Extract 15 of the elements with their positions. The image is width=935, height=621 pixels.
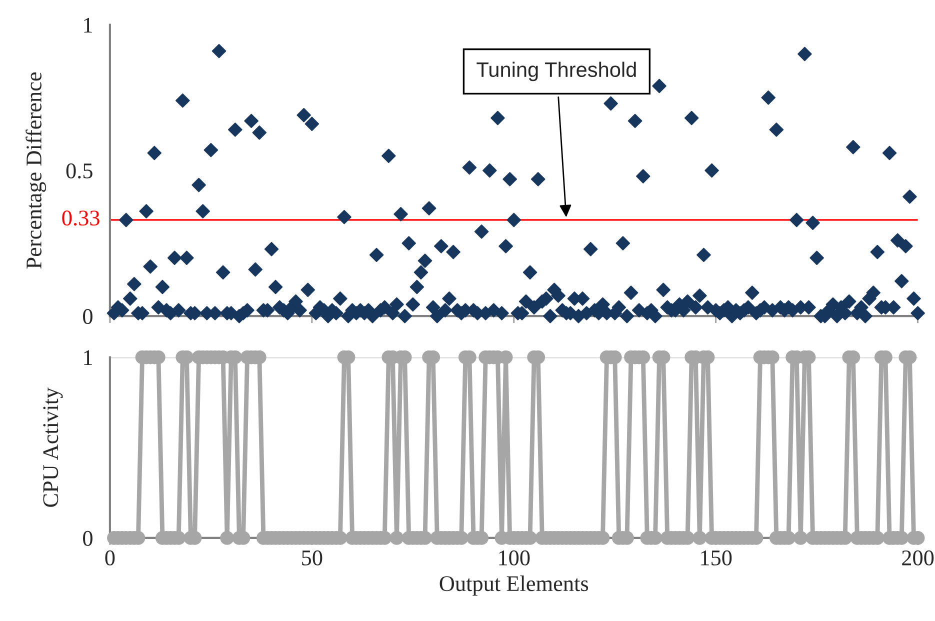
y-tick-label: 0.5 bbox=[66, 163, 92, 178]
y-axis-title: CPU Activity bbox=[43, 388, 63, 507]
y-tick-label: 1 bbox=[84, 18, 92, 33]
x-tick-label: 0 bbox=[105, 550, 115, 566]
ref-line-label: 0.33 bbox=[62, 210, 100, 226]
x-tick-label: 50 bbox=[302, 550, 322, 566]
y-axis-title: Percentage Difference bbox=[26, 72, 46, 269]
x-axis-title: Output Elements bbox=[440, 575, 588, 596]
y-tick-label: 1 bbox=[84, 350, 92, 365]
x-tick-label: 150 bbox=[701, 550, 732, 566]
y-tick-label: 0 bbox=[83, 530, 92, 546]
annotation: Tuning Threshold bbox=[476, 62, 636, 82]
x-tick-label: 100 bbox=[499, 550, 530, 566]
y-tick-label: 0 bbox=[83, 309, 92, 324]
x-tick-label: 200 bbox=[902, 550, 934, 566]
